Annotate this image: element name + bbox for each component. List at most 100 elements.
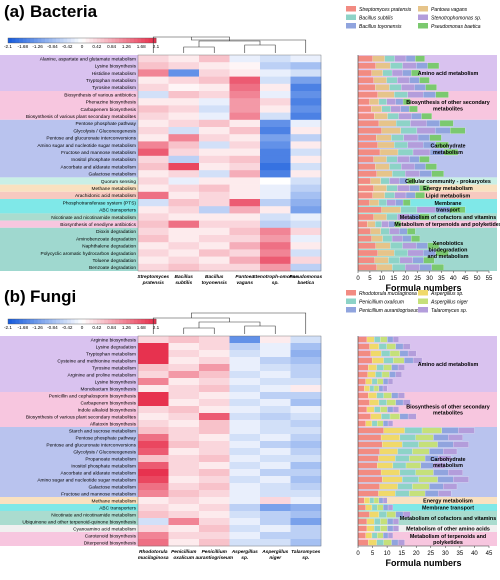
bar-b-segment [392,336,399,343]
bar-a-segment [410,120,427,127]
row-label-b: Glycolysis / Gluconeogenesis [73,449,136,455]
bar-b-segment [366,336,375,343]
bar-a-segment [367,221,376,228]
colorbar-a-frame [7,37,157,44]
bar-b-segment [438,490,452,497]
bar-a-segment [357,264,377,271]
heatmap-b-cell [290,371,322,379]
heatmap-a-cell [199,55,230,63]
bar-a-segment [415,55,425,62]
heatmap-a-cell [229,141,261,149]
row-label-a: Histidine metabolism [92,71,136,77]
bar-a-segment [397,77,410,84]
heatmap-b-cell [168,399,200,407]
legend-b-swatch [346,298,356,304]
bar-a-segment [377,141,395,149]
bar-a-segment [412,257,424,264]
legend-a-swatch [418,6,428,12]
heatmap-b-cell [138,364,169,372]
heatmap-b-cell [138,371,169,379]
heatmap-b-cell [229,469,261,477]
heatmap-a-cell [229,191,261,200]
heatmap-b-cell [290,525,322,533]
legend-a-swatch [418,23,428,29]
bar-a-segment [381,127,401,134]
bar-a-segment [357,192,373,199]
bar-b-segment [371,378,378,385]
panel-b-title: Fungi [30,287,76,306]
bar-a-segment [390,242,403,249]
heatmap-a-cell [138,148,169,157]
heatmap-b-cell [199,364,230,372]
heatmap-a-cell [138,206,169,214]
bar-a-segment [357,91,379,98]
heatmap-a-cell [229,62,261,70]
colorbar-a-segment [56,38,61,43]
heatmap-b-cell [260,532,291,540]
bar-a-segment [357,62,376,69]
bar-b-segment [357,392,369,399]
colorbar-b-segment [96,319,101,324]
heatmap-b-cell [199,539,230,547]
bar-a-segment [357,149,381,156]
bar-a-segment [392,170,406,177]
heatmap-b-cell [229,392,261,400]
bar-a-segment [375,62,391,69]
bar-b-segment [374,406,381,413]
bar-a-segment [435,141,449,149]
bar-b-segment [377,504,384,511]
colorbar-a-segment [45,38,50,43]
heatmap-b-cell [229,497,261,505]
column-label-b: Talaromyces [291,549,320,555]
bar-a-segment [407,91,424,98]
bar-a-segment [415,192,425,199]
bar-b-segment [458,427,475,434]
heatmap-b-cell [199,476,230,484]
heatmap-a-cell [290,184,322,193]
bar-a-segment [394,91,408,98]
column-label-b: Aspergillus [261,549,288,555]
bar-b-segment [373,385,380,392]
bar-a-segment [357,221,368,228]
heatmap-a-cell [168,155,200,164]
bar-a-segment [357,98,370,105]
heatmap-a-cell [168,220,200,229]
bar-a-segment [389,163,402,170]
heatmap-b-cell [199,350,230,358]
category-label-b: Energy metabolism [423,499,473,505]
heatmap-b-cell [199,532,230,540]
row-label-a: Phosphotransferase system (PTS) [63,200,137,206]
heatmap-b-cell [199,385,230,393]
heatmap-a-cell [260,76,291,85]
bar-a-segment [435,249,449,257]
bar-a-segment [371,105,382,113]
colorbar-b-segment [137,319,142,324]
colorbar-a-segment [85,38,90,43]
bar-b-segment [397,392,405,399]
bar-b-tick: 45 [486,551,493,557]
colorbar-a-segment [8,38,13,43]
bar-a-segment [357,55,373,62]
heatmap-b-cell [229,476,261,484]
colorbar-a-segment [119,38,124,43]
bar-band-a [358,177,497,185]
column-label-b: sp. [302,556,309,561]
heatmap-a-cell [138,105,169,113]
bar-b-segment [380,406,388,413]
bar-b-segment [383,378,389,385]
bar-a-segment [419,213,430,221]
heatmap-a-cell [260,155,291,164]
bar-a-segment [357,170,377,177]
heatmap-b-cell [229,448,261,456]
bar-b-segment [387,518,394,525]
heatmap-a-cell [138,155,169,164]
heatmap-a-cell [260,220,291,229]
bar-a-segment [400,105,410,113]
bar-b-segment [389,371,396,378]
colorbar-b-segment [74,319,79,324]
bar-b-segment [383,427,405,434]
row-label-b: Carotenoid biosynthesis [85,533,137,539]
bar-b-segment [357,539,369,546]
heatmap-b-cell [199,525,230,533]
colorbar-a-segment [111,38,116,43]
